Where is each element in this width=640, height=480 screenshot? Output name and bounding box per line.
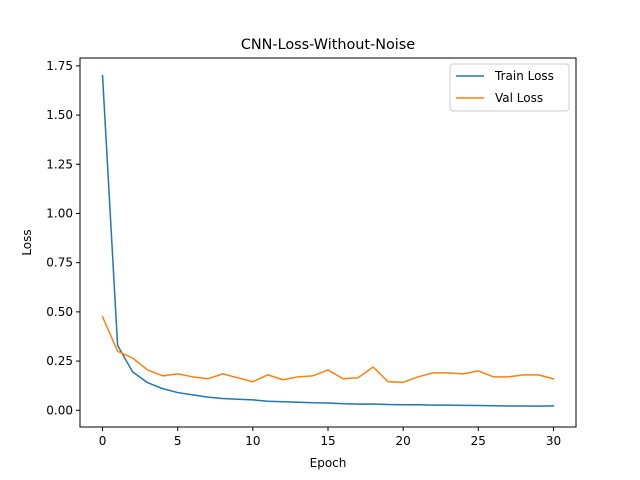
series-line-train-loss (101, 74, 555, 407)
plot-frame (79, 57, 577, 428)
y-tick-label: 0.00 (46, 403, 73, 417)
y-tick-label: 0.75 (46, 256, 73, 270)
x-tick-label: 15 (320, 434, 335, 448)
x-axis-label: Epoch (310, 456, 347, 470)
y-axis-label: Loss (20, 229, 34, 255)
y-tick-label: 1.00 (46, 206, 73, 220)
legend: Train Loss Val Loss (449, 63, 570, 112)
x-tick-label: 10 (245, 434, 260, 448)
x-tick-label: 20 (396, 434, 411, 448)
series-line-val-loss (101, 315, 555, 384)
x-axis: 0 5 10 15 20 25 30 (99, 427, 561, 448)
y-tick-label: 1.75 (46, 59, 73, 73)
y-axis: 0.00 0.25 0.50 0.75 1.00 1.25 1.50 1.75 (46, 59, 80, 417)
legend-label: Val Loss (495, 91, 543, 105)
x-tick-label: 30 (546, 434, 561, 448)
plot-area (101, 74, 555, 407)
legend-label: Train Loss (494, 69, 554, 83)
y-tick-label: 0.50 (46, 305, 73, 319)
x-tick-label: 5 (174, 434, 182, 448)
x-tick-label: 25 (471, 434, 486, 448)
y-tick-label: 0.25 (46, 354, 73, 368)
x-tick-label: 0 (99, 434, 107, 448)
chart-title: CNN-Loss-Without-Noise (241, 37, 415, 53)
y-tick-label: 1.50 (46, 108, 73, 122)
y-tick-label: 1.25 (46, 157, 73, 171)
